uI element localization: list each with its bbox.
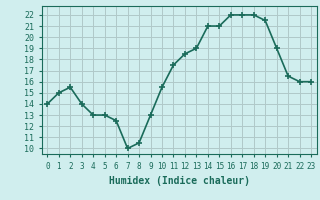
X-axis label: Humidex (Indice chaleur): Humidex (Indice chaleur)	[109, 176, 250, 186]
